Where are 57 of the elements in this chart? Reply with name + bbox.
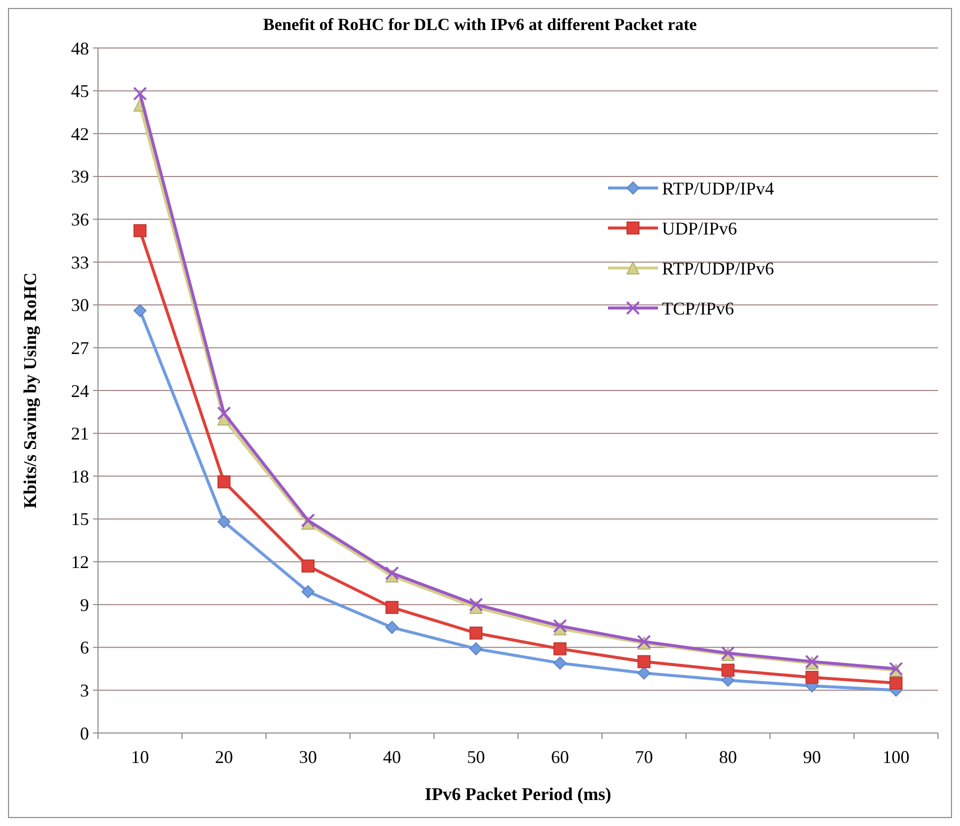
point: [470, 626, 482, 640]
point: [218, 475, 230, 488]
point: [554, 642, 566, 656]
point: [301, 513, 315, 528]
x-tick-label: 30: [299, 747, 317, 767]
x-tick-label: 80: [719, 747, 737, 767]
point: [386, 600, 398, 614]
point: [133, 86, 147, 101]
point: [553, 618, 567, 633]
x-tick-label: 90: [803, 747, 821, 767]
x-tick-label: 10: [131, 747, 149, 767]
point: [134, 304, 146, 318]
legend-label: RTP/UDP/IPv6: [662, 258, 774, 278]
y-tick-label: 3: [80, 680, 89, 700]
point: [218, 515, 230, 528]
point: [302, 585, 314, 598]
point: [722, 664, 734, 677]
y-tick-label: 0: [80, 723, 89, 744]
x-axis-title: IPv6 Packet Period (ms): [424, 784, 612, 804]
y-tick-label: 33: [71, 252, 89, 272]
y-tick-label: 39: [71, 166, 89, 187]
x-tick-label: 70: [635, 747, 653, 767]
y-tick-label: 45: [71, 81, 89, 102]
point: [386, 620, 398, 634]
legend-label: UDP/IPv6: [662, 218, 738, 238]
point: [217, 406, 231, 420]
y-tick-label: 9: [80, 594, 89, 615]
point: [385, 566, 399, 580]
y-tick-label: 15: [71, 509, 89, 530]
x-tick-label: 100: [882, 747, 910, 767]
legend-label: RTP/UDP/IPv4: [662, 178, 774, 198]
y-tick-label: 24: [71, 380, 89, 401]
y-tick-label: 6: [80, 638, 89, 658]
point: [470, 642, 482, 656]
point: [134, 224, 146, 238]
point: [469, 598, 483, 612]
y-tick-label: 48: [71, 38, 89, 58]
y-tick-label: 42: [71, 124, 89, 144]
point: [890, 676, 902, 690]
point: [302, 560, 314, 573]
point: [554, 656, 566, 670]
x-tick-label: 40: [383, 747, 401, 767]
y-tick-label: 36: [71, 210, 89, 230]
x-tick-label: 20: [215, 747, 233, 767]
chart-title: Benefit of RoHC for DLC with IPv6 at different Packet rate: [263, 15, 698, 34]
y-tick-label: 30: [71, 295, 89, 316]
x-tick-label: 60: [551, 747, 569, 767]
y-axis-title: Kbits/s Saving by Using RoHC: [20, 272, 40, 509]
y-tick-label: 27: [71, 338, 89, 358]
legend-label: TCP/IPv6: [662, 298, 734, 318]
y-tick-label: 21: [71, 424, 89, 444]
point: [806, 670, 818, 684]
y-tick-label: 18: [71, 466, 89, 486]
point: [638, 666, 650, 680]
x-tick-label: 50: [467, 747, 485, 767]
y-tick-label: 12: [71, 552, 89, 572]
point: [638, 655, 650, 668]
